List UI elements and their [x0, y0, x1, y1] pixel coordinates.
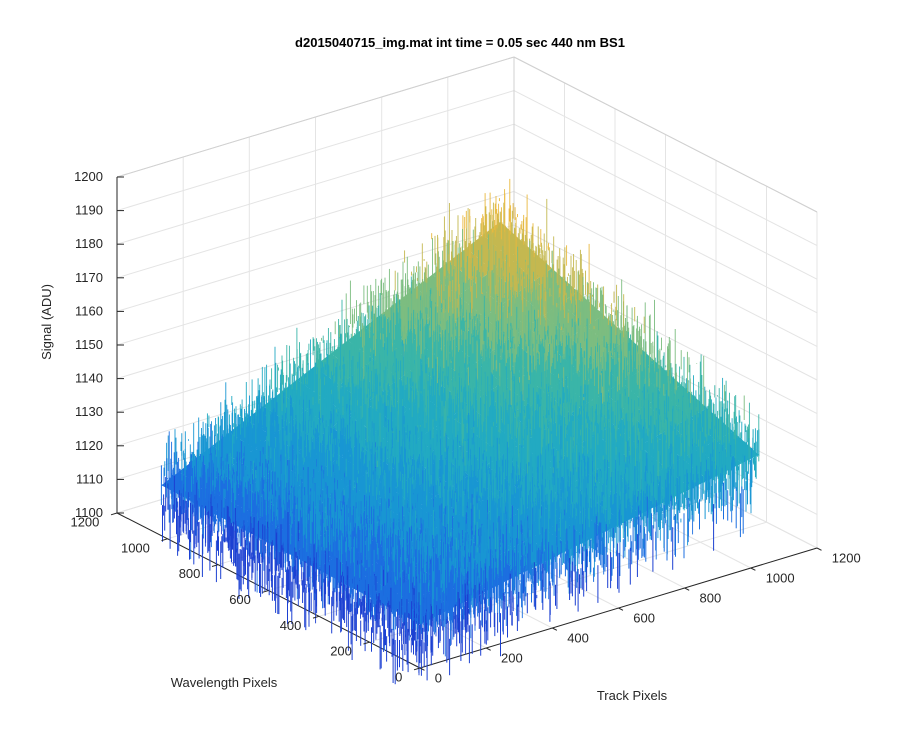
surface [160, 178, 760, 685]
grid-line [116, 157, 515, 279]
box-edge [513, 56, 818, 213]
grid-line [513, 157, 818, 314]
grid-line [116, 123, 515, 245]
grid-line [116, 90, 515, 212]
grid-line [513, 190, 818, 347]
grid-line [116, 190, 515, 312]
grid-line [513, 90, 818, 247]
box-edge [116, 56, 515, 178]
grid-line [513, 123, 818, 280]
